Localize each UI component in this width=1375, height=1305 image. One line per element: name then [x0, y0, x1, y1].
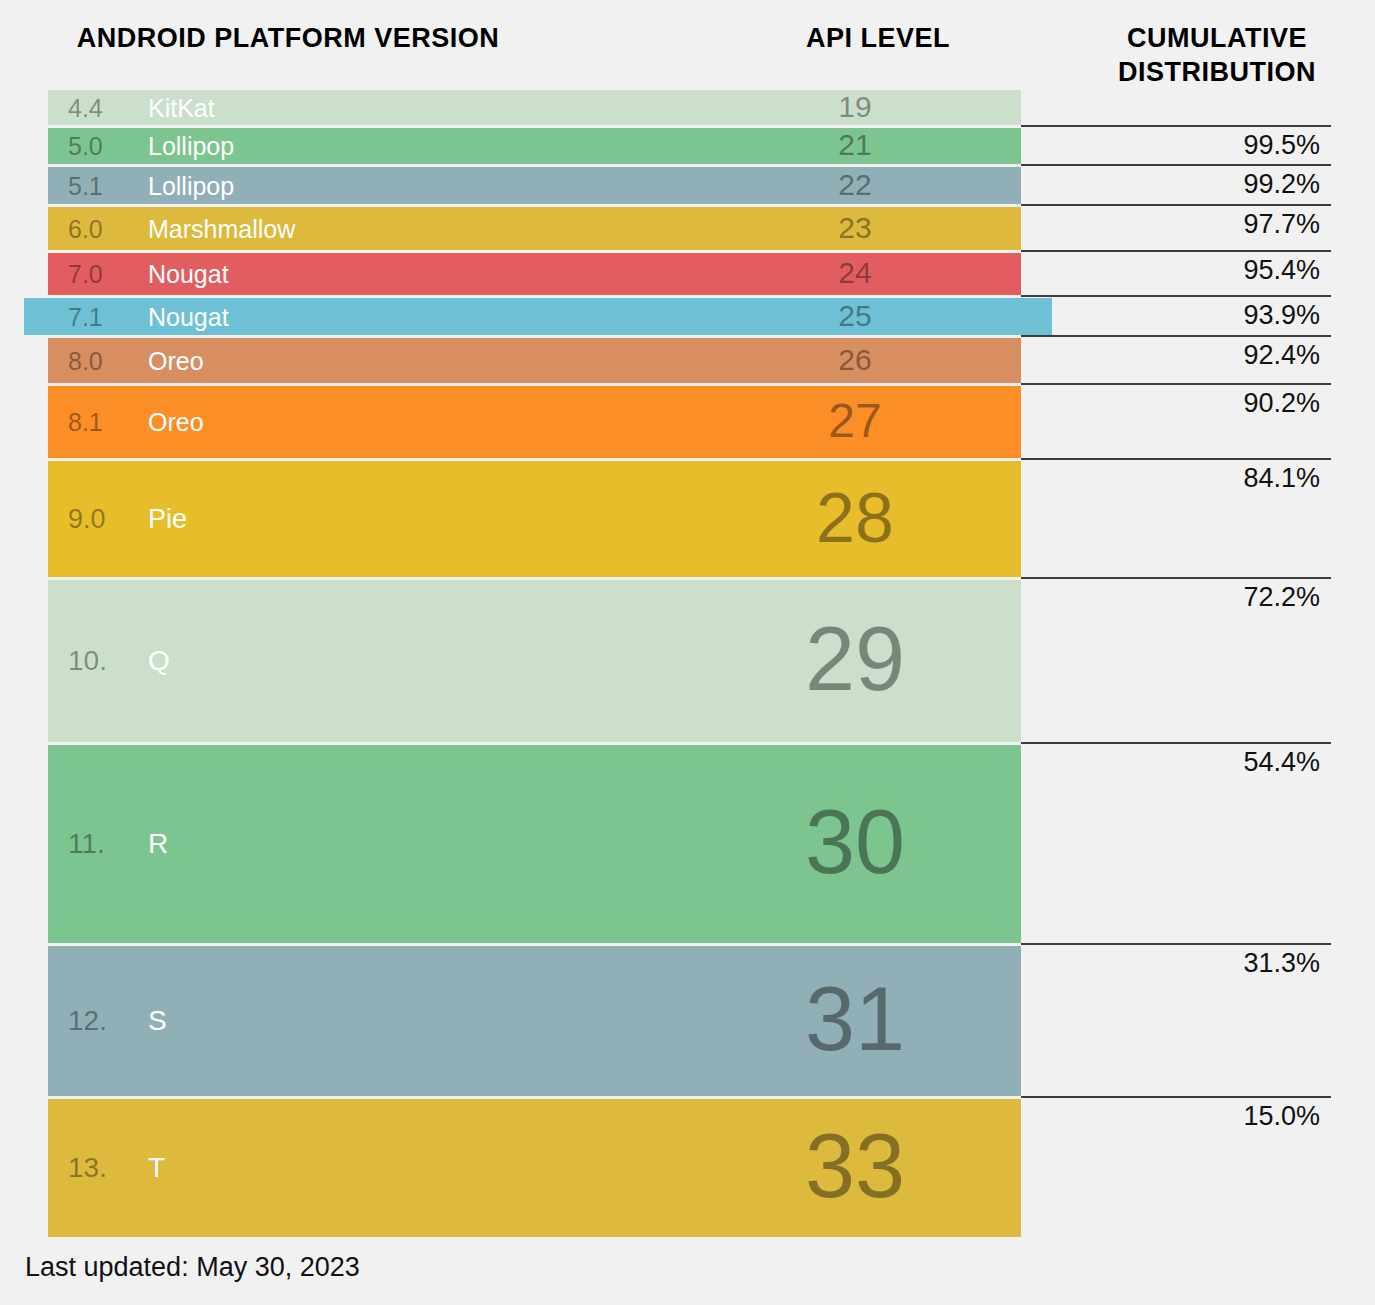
codename-label: Marshmallow — [148, 216, 295, 241]
cumulative-separator-line — [1021, 125, 1331, 127]
cumulative-percent-label: 90.2% — [1243, 389, 1320, 419]
version-label: 6.0 — [68, 216, 103, 241]
cumulative-percent-label: 97.7% — [1243, 210, 1320, 240]
table-row[interactable]: 9.0 Pie 28 84.1% — [0, 461, 1375, 577]
api-level-label: 24 — [710, 258, 1000, 288]
table-row[interactable]: 5.1 Lollipop 22 99.2% — [0, 167, 1375, 204]
table-row[interactable]: 8.0 Oreo 26 92.4% — [0, 338, 1375, 383]
cumulative-separator-line — [1021, 943, 1331, 945]
codename-label: T — [148, 1154, 165, 1182]
distribution-table: ANDROID PLATFORM VERSION API LEVEL CUMUL… — [0, 0, 1375, 1305]
api-level-label: 21 — [710, 130, 1000, 160]
version-label: 8.0 — [68, 348, 103, 373]
cumulative-percent-label: 92.4% — [1243, 341, 1320, 371]
codename-label: Lollipop — [148, 173, 234, 198]
cumulative-separator-line — [1021, 295, 1331, 297]
api-level-label: 26 — [710, 345, 1000, 375]
cumulative-percent-label: 15.0% — [1243, 1102, 1320, 1132]
cumulative-separator-line — [1021, 250, 1331, 252]
version-label: 4.4 — [68, 95, 103, 120]
codename-label: Oreo — [148, 410, 204, 435]
version-label: 8.1 — [68, 410, 103, 435]
cumulative-percent-label: 95.4% — [1243, 256, 1320, 286]
api-level-label: 25 — [710, 301, 1000, 331]
api-level-label: 28 — [710, 483, 1000, 553]
codename-label: Nougat — [148, 262, 229, 287]
cumulative-separator-line — [1021, 577, 1331, 579]
cumulative-percent-label: 54.4% — [1243, 748, 1320, 778]
codename-label: Lollipop — [148, 134, 234, 159]
codename-label: S — [148, 1007, 167, 1035]
last-updated-text: Last updated: May 30, 2023 — [25, 1252, 360, 1283]
api-level-label: 33 — [710, 1121, 1000, 1211]
cumulative-separator-line — [1021, 204, 1331, 206]
table-row[interactable]: 10. Q 29 72.2% — [0, 580, 1375, 742]
cumulative-separator-line — [1021, 335, 1331, 337]
cumulative-separator-line — [1021, 742, 1331, 744]
version-label: 11. — [68, 830, 105, 858]
table-row[interactable]: 5.0 Lollipop 21 99.5% — [0, 128, 1375, 164]
table-row[interactable]: 13. T 33 15.0% — [0, 1099, 1375, 1237]
api-level-label: 29 — [710, 614, 1000, 704]
cumulative-separator-line — [1021, 458, 1331, 460]
codename-label: KitKat — [148, 95, 215, 120]
cumulative-percent-label: 84.1% — [1243, 464, 1320, 494]
cumulative-percent-label: 31.3% — [1243, 949, 1320, 979]
table-row[interactable]: 8.1 Oreo 27 90.2% — [0, 386, 1375, 458]
version-label: 5.0 — [68, 134, 103, 159]
api-level-label: 31 — [710, 974, 1000, 1064]
cumulative-percent-label: 93.9% — [1243, 301, 1320, 331]
api-level-header: API LEVEL — [738, 21, 1018, 55]
codename-label: Pie — [148, 506, 187, 533]
codename-label: R — [148, 830, 168, 858]
cumulative-separator-line — [1021, 383, 1331, 385]
cumulative-separator-line — [1021, 164, 1331, 166]
table-row[interactable]: 6.0 Marshmallow 23 97.7% — [0, 207, 1375, 250]
cumulative-percent-label: 99.2% — [1243, 170, 1320, 200]
table-row[interactable]: 7.0 Nougat 24 95.4% — [0, 253, 1375, 295]
version-label: 9.0 — [68, 506, 106, 533]
table-row[interactable]: 4.4 KitKat 19 — [0, 90, 1375, 125]
codename-label: Nougat — [148, 304, 229, 329]
table-row[interactable]: 11. R 30 54.4% — [0, 745, 1375, 943]
cumulative-percent-label: 72.2% — [1243, 583, 1320, 613]
platform-version-header: ANDROID PLATFORM VERSION — [48, 21, 528, 55]
api-level-label: 27 — [710, 397, 1000, 445]
api-level-label: 19 — [710, 92, 1000, 122]
table-row[interactable]: 7.1 Nougat 25 93.9% — [0, 298, 1375, 335]
api-level-label: 30 — [710, 797, 1000, 887]
cumulative-percent-label: 99.5% — [1243, 131, 1320, 161]
api-level-label: 22 — [710, 170, 1000, 200]
version-label: 7.1 — [68, 304, 103, 329]
codename-label: Q — [148, 647, 170, 675]
version-label: 13. — [68, 1154, 107, 1182]
version-label: 7.0 — [68, 262, 103, 287]
cumulative-separator-line — [1021, 1096, 1331, 1098]
cumulative-distribution-header: CUMULATIVE DISTRIBUTION — [1077, 21, 1357, 89]
api-level-label: 23 — [710, 213, 1000, 243]
version-label: 12. — [68, 1007, 107, 1035]
table-row[interactable]: 12. S 31 31.3% — [0, 946, 1375, 1096]
version-label: 5.1 — [68, 173, 103, 198]
codename-label: Oreo — [148, 348, 204, 373]
version-label: 10. — [68, 647, 107, 675]
